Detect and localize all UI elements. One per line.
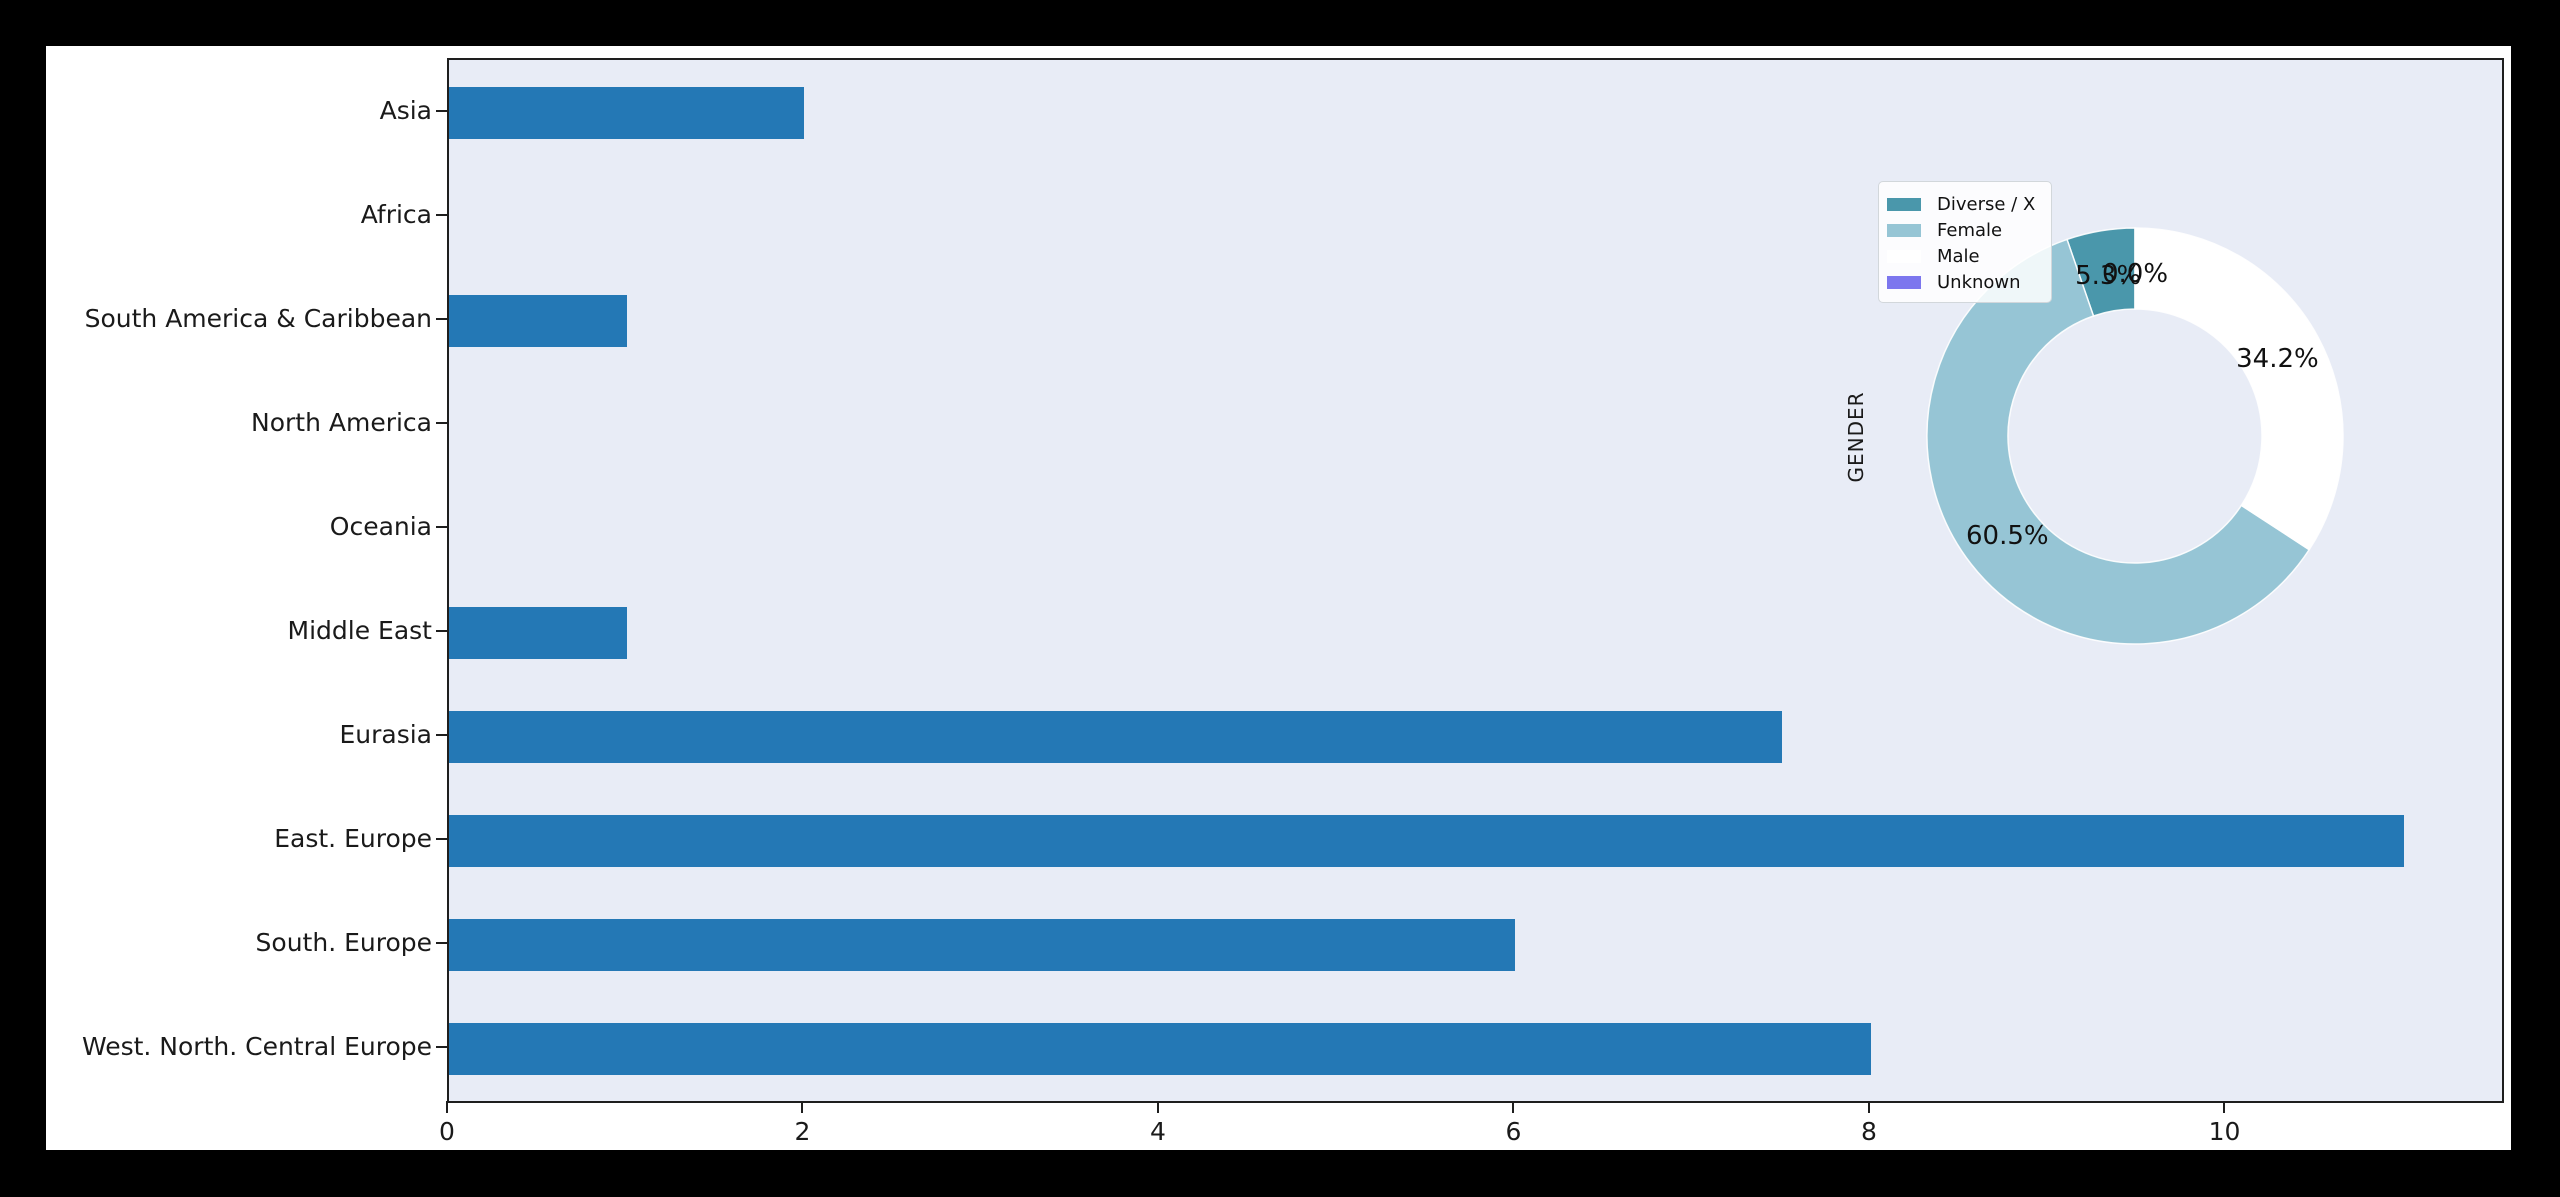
x-tick-label-6: 6 bbox=[1505, 1117, 1522, 1146]
x-tick-mark bbox=[801, 1101, 804, 1113]
bar-east-europe bbox=[449, 815, 2405, 867]
y-axis-label-oceania: Oceania bbox=[329, 512, 432, 541]
legend-label-unknown: Unknown bbox=[1937, 271, 2021, 293]
y-tick-mark bbox=[436, 422, 447, 424]
x-tick-mark bbox=[2223, 1101, 2226, 1113]
y-axis-label-south-europe: South. Europe bbox=[255, 928, 432, 957]
bar-asia bbox=[449, 87, 805, 139]
pct-label-diverse-x: 5.3% bbox=[2075, 261, 2142, 292]
x-tick-label-0: 0 bbox=[439, 1117, 455, 1146]
chart-figure: Asia Africa South America & Caribbean North… bbox=[46, 46, 2511, 1150]
x-tick-label-4: 4 bbox=[1150, 1117, 1166, 1146]
y-axis-label-west-north-central-europe: West. North. Central Europe bbox=[81, 1032, 432, 1061]
y-axis-label-south-america-caribbean: South America & Caribbean bbox=[84, 304, 432, 333]
bar-eurasia bbox=[449, 711, 1783, 763]
pct-label-female: 60.5% bbox=[1965, 520, 2049, 551]
y-tick-mark bbox=[436, 526, 447, 528]
x-tick-label-2: 2 bbox=[794, 1117, 811, 1146]
y-axis-label-africa: Africa bbox=[360, 200, 432, 229]
x-tick-label-8: 8 bbox=[1861, 1117, 1877, 1146]
y-tick-mark bbox=[436, 838, 447, 840]
y-tick-mark bbox=[436, 110, 447, 112]
legend-label-female: Female bbox=[1937, 219, 2003, 241]
y-tick-mark bbox=[436, 942, 447, 944]
gender-axis-label: GENDER bbox=[1844, 391, 1868, 483]
legend-item-diverse-x: Diverse / X bbox=[1887, 191, 2045, 217]
gender-legend: Diverse / X Female Male Unknown bbox=[1878, 181, 2052, 303]
bar-middle-east bbox=[449, 607, 627, 659]
legend-label-male: Male bbox=[1937, 245, 1980, 267]
legend-item-unknown: Unknown bbox=[1887, 269, 2045, 295]
x-tick-mark bbox=[1512, 1101, 1515, 1113]
bar-west-north-central-europe bbox=[449, 1023, 1871, 1075]
legend-swatch-unknown bbox=[1887, 275, 1921, 289]
y-axis-label-east-europe: East. Europe bbox=[274, 824, 432, 853]
bar-south-america-caribbean bbox=[449, 295, 627, 347]
legend-label-diverse-x: Diverse / X bbox=[1937, 193, 2036, 215]
y-tick-mark bbox=[436, 630, 447, 632]
y-axis-label-eurasia: Eurasia bbox=[339, 720, 432, 749]
x-tick-mark bbox=[1867, 1101, 1870, 1113]
pct-label-unknown: 0.0% bbox=[2101, 259, 2169, 289]
y-tick-mark bbox=[436, 214, 447, 216]
legend-swatch-diverse-x bbox=[1887, 197, 1921, 211]
donut-slice-male bbox=[2134, 227, 2344, 551]
y-tick-mark bbox=[436, 1046, 447, 1048]
y-axis-label-middle-east: Middle East bbox=[287, 616, 432, 645]
legend-item-female: Female bbox=[1887, 217, 2045, 243]
y-axis-label-north-america: North America bbox=[251, 408, 432, 437]
y-axis-label-asia: Asia bbox=[379, 96, 432, 125]
x-tick-mark bbox=[446, 1101, 448, 1113]
bar-south-europe bbox=[449, 919, 1516, 971]
y-tick-mark bbox=[436, 734, 447, 736]
legend-swatch-male bbox=[1887, 249, 1921, 263]
x-tick-label-10: 10 bbox=[2208, 1117, 2241, 1146]
donut-slice-female bbox=[1926, 238, 2311, 645]
pct-label-male: 34.2% bbox=[2236, 343, 2319, 374]
legend-swatch-female bbox=[1887, 223, 1921, 237]
x-tick-mark bbox=[1156, 1101, 1159, 1113]
y-tick-mark bbox=[436, 318, 447, 320]
gender-donut-chart bbox=[1926, 227, 2344, 645]
legend-item-male: Male bbox=[1887, 243, 2045, 269]
